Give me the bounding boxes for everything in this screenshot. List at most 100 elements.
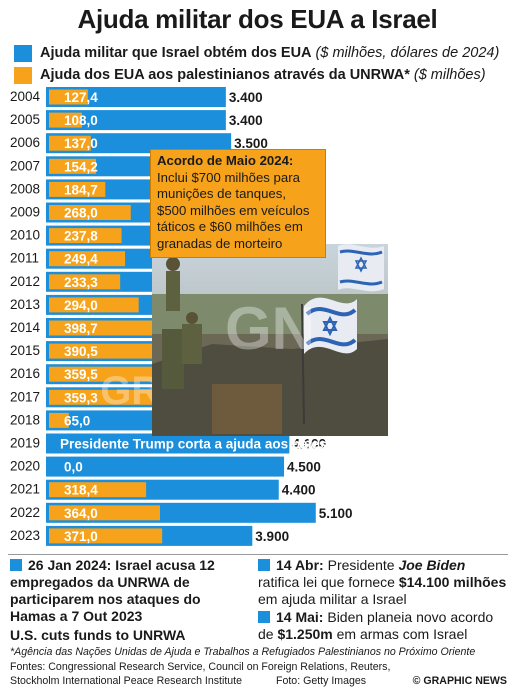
- military-bar: [46, 133, 232, 154]
- unrwa-bar: [49, 343, 169, 359]
- callout-body: Inclui $700 milhões para munições de tan…: [157, 169, 310, 251]
- unrwa-value-label: 390,5: [64, 344, 98, 359]
- note-right1-mid: ratifica lei que fornece: [258, 574, 395, 590]
- note-right1-post: em ajuda militar a Israel: [258, 591, 407, 607]
- legend-military-swatch: [14, 44, 32, 62]
- svg-text:GN: GN: [225, 295, 315, 362]
- unrwa-value-label: 237,8: [64, 229, 98, 244]
- year-label: 2009: [10, 205, 40, 220]
- military-bar: [46, 433, 290, 454]
- unrwa-value-label: 294,0: [64, 298, 98, 313]
- unrwa-bar: [49, 158, 97, 174]
- year-label: 2019: [10, 436, 40, 451]
- soldiers-photo: GN: [152, 244, 388, 436]
- military-value-label: 3.500: [234, 136, 268, 151]
- page-title: Ajuda militar dos EUA a Israel: [77, 4, 438, 34]
- unrwa-bar: [49, 389, 159, 405]
- military-value-label: 5.100: [319, 506, 353, 521]
- year-label: 2022: [10, 505, 40, 520]
- photo-credit: Foto: Getty Images: [276, 675, 367, 687]
- unrwa-value-label: 65,0: [64, 413, 90, 428]
- unrwa-bar: [49, 228, 122, 244]
- military-value-label: 4.600: [292, 437, 326, 452]
- note-right1-name: Joe Biden: [398, 557, 466, 573]
- annotation-label: Presidente Trump corta a ajuda aos pales…: [60, 437, 378, 452]
- unrwa-bar: [49, 297, 139, 313]
- year-label: 2015: [10, 343, 40, 358]
- legend-unrwa-unit: ($ milhões): [413, 67, 486, 83]
- year-label: 2014: [10, 320, 41, 335]
- year-label: 2018: [10, 412, 40, 427]
- unrwa-value-label: 268,0: [64, 206, 98, 221]
- unrwa-value-label: 318,4: [64, 483, 98, 498]
- unrwa-bar: [49, 412, 69, 428]
- unrwa-value-label: 108,0: [64, 113, 98, 128]
- brand-credit: © GRAPHIC NEWS: [412, 675, 507, 687]
- unrwa-bar: [49, 135, 91, 151]
- unrwa-bar: [49, 89, 88, 105]
- unrwa-value-label: 398,7: [64, 321, 98, 336]
- unrwa-bar: [49, 320, 171, 336]
- unrwa-value-label: 127,4: [64, 90, 98, 105]
- sources-line-2: Stockholm International Peace Research I…: [10, 675, 243, 687]
- note-left-date: 26 Jan 2024:: [28, 557, 112, 573]
- note-apr-2024: 14 Abr: Presidente Joe Biden ratifica le…: [258, 557, 510, 608]
- unrwa-bar: [49, 205, 131, 220]
- unrwa-value-label: 249,4: [64, 252, 98, 267]
- unrwa-value-label: 0,0: [64, 460, 83, 475]
- military-bar: [46, 456, 285, 477]
- legend-military: Ajuda militar que Israel obtém dos EUA (…: [14, 43, 499, 63]
- note-right1-amount: $14.100 milhões: [398, 574, 507, 590]
- note-jan-2024: 26 Jan 2024: Israel acusa 12 empregados …: [10, 557, 250, 625]
- note-right1-date: 14 Abr:: [276, 557, 324, 573]
- year-label: 2007: [10, 158, 40, 173]
- military-value-label: 4.500: [287, 460, 321, 475]
- legend-unrwa-label: Ajuda dos EUA aos palestinianos através …: [40, 67, 410, 83]
- military-value-label: 4.400: [282, 483, 316, 498]
- year-label: 2011: [10, 251, 39, 266]
- note-bullet: [10, 559, 22, 571]
- note-right2-date: 14 Mai:: [276, 609, 324, 625]
- military-bar: [46, 87, 226, 107]
- military-value-label: 3.900: [255, 529, 289, 544]
- year-label: 2013: [10, 297, 40, 312]
- year-label: 2010: [10, 228, 40, 243]
- year-label: 2008: [10, 181, 40, 196]
- unrwa-bar: [49, 366, 159, 382]
- military-value-label: 3.400: [229, 90, 263, 105]
- legend-unrwa-swatch: [14, 66, 32, 84]
- note-right1-pre: Presidente: [327, 557, 395, 573]
- legend-military-unit: ($ milhões, dólares de 2024): [315, 45, 500, 61]
- year-label: 2005: [10, 112, 40, 127]
- note-cut-funds: U.S. cuts funds to UNRWA: [10, 627, 186, 643]
- note-right2-post: em armas com Israel: [336, 626, 468, 642]
- year-label: 2021: [10, 482, 40, 497]
- year-label: 2017: [10, 389, 40, 404]
- unrwa-bar: [49, 181, 106, 197]
- unrwa-value-label: 359,3: [64, 390, 98, 405]
- unrwa-value-label: 364,0: [64, 506, 98, 521]
- unrwa-bar: [49, 482, 147, 498]
- year-label: 2004: [10, 89, 41, 104]
- unrwa-value-label: 371,0: [64, 529, 98, 544]
- legend-military-label: Ajuda militar que Israel obtém dos EUA: [40, 45, 312, 61]
- legend-unrwa: Ajuda dos EUA aos palestinianos através …: [14, 65, 486, 85]
- military-value-label: 3.400: [229, 113, 263, 128]
- footnote: *Agência das Nações Unidas de Ajuda e Tr…: [10, 646, 476, 658]
- note-right2-amount: $1.250m: [277, 626, 333, 642]
- callout-box: Acordo de Maio 2024: Inclui $700 milhões…: [150, 149, 326, 258]
- year-label: 2016: [10, 366, 40, 381]
- note-right2-pre: Biden planeia novo acordo de: [258, 609, 494, 642]
- unrwa-value-label: 184,7: [64, 182, 98, 197]
- year-label: 2023: [10, 528, 40, 543]
- unrwa-bar: [49, 528, 163, 544]
- note-bullet: [258, 611, 270, 623]
- year-label: 2012: [10, 274, 40, 289]
- unrwa-bar: [49, 112, 82, 128]
- unrwa-value-label: 154,2: [64, 159, 98, 174]
- unrwa-bar: [49, 251, 126, 267]
- note-bullet: [258, 559, 270, 571]
- unrwa-value-label: 137,0: [64, 136, 98, 151]
- unrwa-bar: [49, 274, 121, 290]
